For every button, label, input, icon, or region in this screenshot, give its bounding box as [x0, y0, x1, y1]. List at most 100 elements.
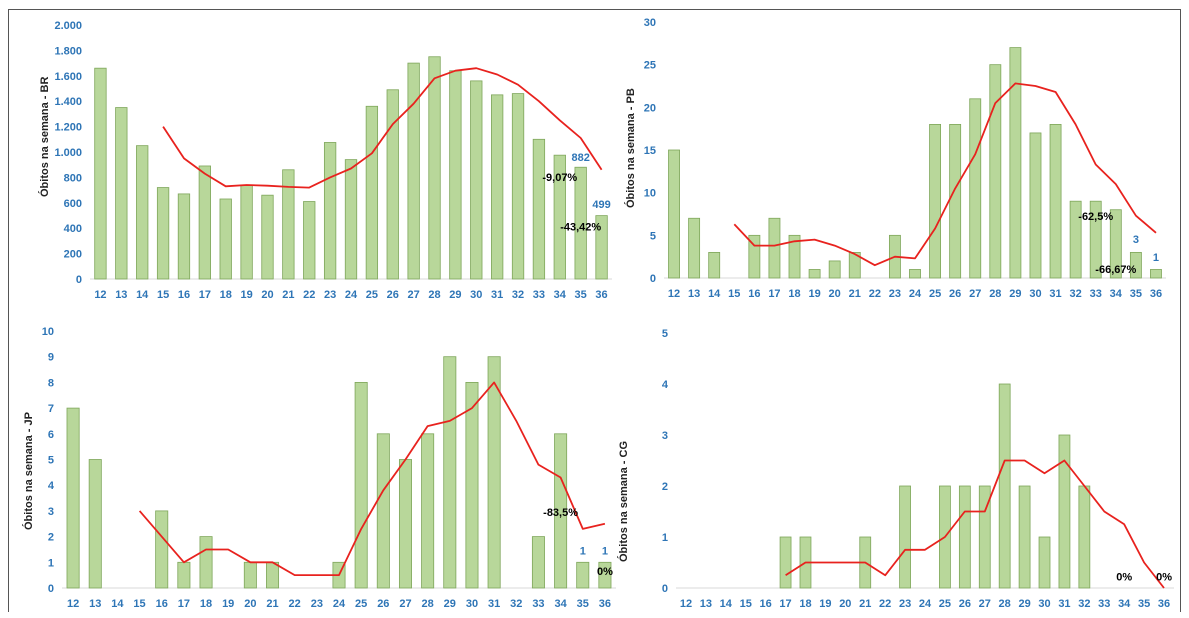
x-tick-label: 22 — [879, 598, 891, 610]
x-tick-label: 34 — [554, 598, 567, 610]
x-tick-label: 13 — [89, 598, 101, 610]
bar — [595, 215, 608, 280]
x-tick-label: 30 — [470, 289, 482, 301]
x-tick-label: 24 — [919, 598, 932, 610]
x-tick-label: 17 — [178, 598, 190, 610]
y-tick-label: 10 — [42, 326, 54, 338]
x-tick-label: 24 — [909, 288, 922, 300]
bar — [115, 107, 128, 280]
y-tick-label: 5 — [48, 455, 54, 467]
bar — [344, 159, 358, 280]
bar — [576, 561, 590, 589]
bar — [1089, 200, 1102, 279]
bar — [443, 356, 457, 589]
x-tick-label: 29 — [1018, 598, 1030, 610]
x-tick-label: 34 — [1110, 288, 1123, 300]
x-tick-label: 20 — [839, 598, 851, 610]
x-tick-label: 23 — [899, 598, 911, 610]
y-tick-label: 8 — [48, 377, 54, 389]
bar — [470, 80, 483, 280]
bar — [828, 260, 841, 279]
data-label: 1 — [580, 546, 586, 558]
bar — [282, 169, 295, 280]
x-tick-label: 14 — [708, 288, 721, 300]
x-tick-label: 14 — [111, 598, 124, 610]
bar — [553, 154, 566, 280]
x-tick-label: 15 — [157, 289, 169, 301]
data-label: 1 — [602, 546, 608, 558]
bar — [219, 198, 232, 280]
data-label: 499 — [592, 199, 610, 211]
bar — [136, 145, 149, 280]
bar — [668, 149, 680, 279]
x-tick-label: 28 — [999, 598, 1011, 610]
x-tick-label: 30 — [1029, 288, 1041, 300]
x-tick-label: 35 — [1130, 288, 1142, 300]
bar — [748, 234, 761, 279]
x-tick-label: 36 — [1150, 288, 1162, 300]
bar — [808, 269, 821, 279]
y-tick-label: 1.400 — [54, 96, 82, 108]
bar — [1038, 536, 1051, 589]
x-tick-label: 16 — [748, 288, 760, 300]
y-tick-label: 10 — [644, 188, 656, 200]
x-tick-label: 27 — [979, 598, 991, 610]
y-tick-label: 5 — [662, 328, 668, 340]
x-tick-label: 24 — [345, 289, 358, 301]
bar — [407, 62, 420, 280]
percent-change-label: -43,42% — [560, 222, 601, 234]
y-tick-label: 2 — [48, 532, 54, 544]
bar — [1049, 124, 1062, 279]
x-tick-label: 19 — [240, 289, 252, 301]
y-tick-label: 25 — [644, 60, 656, 72]
y-axis-label: Óbitos na semana - PB — [624, 88, 637, 208]
percent-change-label: 0% — [1116, 571, 1132, 583]
bar — [958, 485, 971, 589]
x-tick-label: 28 — [422, 598, 434, 610]
trend-line — [733, 82, 1157, 267]
x-tick-label: 12 — [680, 598, 692, 610]
percent-change-label: 0% — [1156, 571, 1172, 583]
x-tick-label: 25 — [939, 598, 951, 610]
bar — [909, 269, 921, 279]
x-tick-label: 32 — [1078, 598, 1090, 610]
x-tick-label: 31 — [491, 289, 503, 301]
x-tick-label: 26 — [387, 289, 399, 301]
bar — [788, 234, 801, 279]
x-tick-label: 33 — [1090, 288, 1102, 300]
bar — [386, 89, 399, 280]
x-tick-label: 34 — [554, 289, 567, 301]
bar — [511, 93, 525, 280]
x-tick-label: 18 — [200, 598, 212, 610]
x-tick-label: 30 — [466, 598, 478, 610]
x-tick-label: 28 — [989, 288, 1001, 300]
x-tick-label: 17 — [199, 289, 211, 301]
x-tick-label: 12 — [94, 289, 106, 301]
x-tick-label: 23 — [889, 288, 901, 300]
y-tick-label: 800 — [64, 172, 82, 184]
y-tick-label: 2 — [662, 481, 668, 493]
bar — [177, 193, 191, 280]
bar — [156, 187, 170, 280]
percent-change-label: -66,67% — [1095, 264, 1136, 276]
bar — [989, 64, 1002, 279]
y-tick-label: 1 — [662, 532, 668, 544]
x-tick-label: 29 — [449, 289, 461, 301]
x-tick-label: 27 — [408, 289, 420, 301]
data-label: 3 — [1133, 234, 1139, 246]
y-tick-label: 1 — [48, 557, 54, 569]
y-tick-label: 5 — [650, 230, 656, 242]
bar — [261, 194, 274, 280]
x-tick-label: 36 — [1158, 598, 1170, 610]
x-tick-label: 13 — [688, 288, 700, 300]
x-tick-label: 34 — [1118, 598, 1131, 610]
y-axis-label: Óbitos na semana - CG — [617, 441, 630, 562]
x-tick-label: 25 — [355, 598, 367, 610]
x-tick-label: 32 — [1070, 288, 1082, 300]
y-tick-label: 7 — [48, 403, 54, 415]
y-tick-label: 3 — [662, 430, 668, 442]
trend-line — [162, 67, 603, 189]
